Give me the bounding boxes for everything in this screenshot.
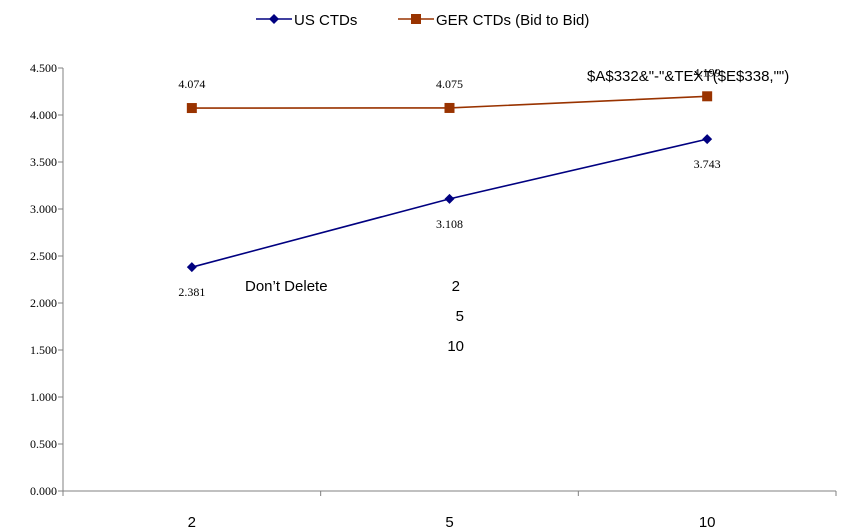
y-tick-label: 1.500 — [30, 343, 57, 357]
y-tick-label: 3.000 — [30, 202, 57, 216]
annotation-list-item: 5 — [456, 308, 464, 325]
y-tick-label: 0.000 — [30, 484, 57, 498]
y-tick-label: 1.000 — [30, 390, 57, 404]
data-label: 4.075 — [436, 77, 463, 91]
y-tick-label: 4.000 — [30, 108, 57, 122]
x-tick-label: 10 — [699, 514, 716, 530]
legend-label-us-ctds: US CTDs — [294, 12, 357, 29]
y-tick-label: 2.000 — [30, 296, 57, 310]
legend-marker-us-ctds — [269, 14, 279, 24]
annotation-list-item: 10 — [447, 338, 464, 355]
x-axis-ticks: 2 5 10 — [62, 491, 837, 530]
y-tick-label: 0.500 — [30, 437, 57, 451]
y-tick-label: 4.500 — [30, 61, 57, 75]
data-point — [444, 102, 455, 113]
data-labels: 2.381 3.108 3.743 4.074 4.075 4.199 — [178, 65, 720, 299]
legend-marker-ger-ctds — [411, 14, 421, 24]
annotation-list-item: 2 — [452, 278, 460, 295]
y-tick-label: 3.500 — [30, 155, 57, 169]
series-lines — [191, 95, 708, 268]
x-tick-label: 2 — [188, 514, 196, 530]
y-axis-ticks: 0.000 0.500 1.000 1.500 2.000 2.500 3.000 3.500… — [30, 61, 63, 498]
data-label: 2.381 — [178, 285, 205, 299]
data-label: 3.743 — [694, 157, 721, 171]
dont-delete-annotation: Don’t Delete — [245, 278, 328, 295]
data-label: 4.074 — [178, 77, 205, 91]
data-label: 4.199 — [694, 65, 721, 79]
data-point — [186, 262, 197, 273]
x-tick-label: 5 — [445, 514, 453, 530]
formula-annotation: $A$332&"-"&TEXT($E$338,"") — [587, 68, 789, 85]
data-point — [186, 103, 197, 114]
series-markers — [186, 91, 713, 273]
data-point — [702, 91, 713, 102]
data-point — [702, 134, 713, 145]
legend-item-ger-ctds: GER CTDs (Bid to Bid) — [398, 12, 589, 29]
y-tick-label: 2.500 — [30, 249, 57, 263]
legend: US CTDs GER CTDs (Bid to Bid) — [256, 12, 589, 29]
legend-item-us-ctds: US CTDs — [256, 12, 357, 29]
data-label: 3.108 — [436, 217, 463, 231]
data-point — [444, 193, 455, 204]
legend-label-ger-ctds: GER CTDs (Bid to Bid) — [436, 12, 589, 29]
